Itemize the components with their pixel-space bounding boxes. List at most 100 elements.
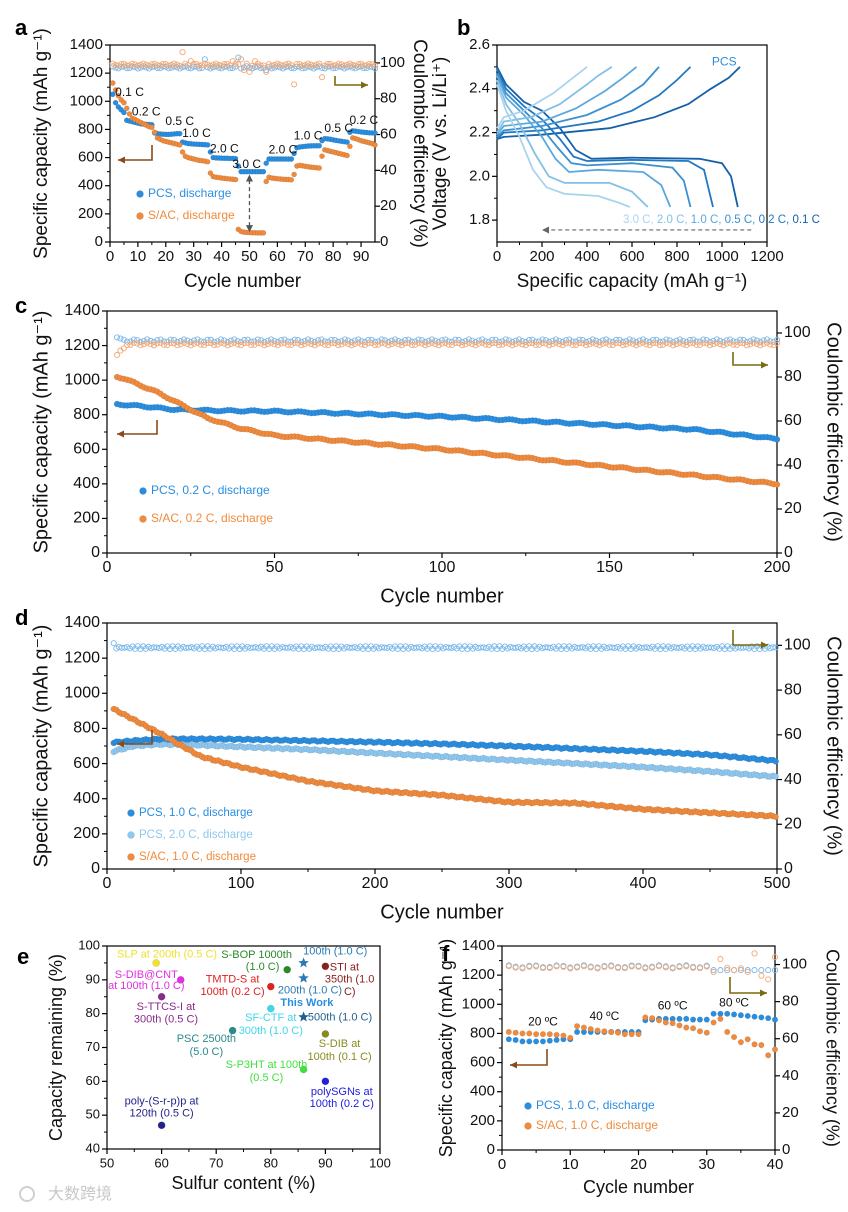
discharge-curve [496, 68, 714, 208]
y-tick-label: 600 [73, 441, 100, 458]
ce-point [676, 339, 683, 346]
ce-point [751, 967, 758, 974]
arrow-head-icon [760, 989, 767, 997]
ce-point [656, 341, 663, 349]
ce-point [381, 340, 389, 347]
ce-point [201, 60, 208, 67]
ce-point [552, 336, 559, 343]
ce-point [616, 340, 623, 347]
data-point [642, 1014, 649, 1021]
ce-point [385, 338, 392, 346]
ce-point [733, 341, 740, 349]
ce-point [358, 341, 365, 348]
y2-tick-label: 0 [380, 233, 388, 250]
ce-point [260, 62, 267, 69]
ce-point [395, 341, 402, 348]
ce-point [398, 342, 405, 349]
panel-b: b 0 200 400 600 800 1000 1200 1.8 2.0 2.2 2.4 2.6 Spe… [430, 15, 820, 292]
ce-point [268, 339, 275, 346]
legend-item: S/AC, 1.0 C, discharge [524, 1118, 658, 1132]
ce-point [532, 338, 539, 345]
ce-point [234, 338, 241, 345]
ce-point [299, 62, 306, 69]
ce-point [710, 967, 717, 974]
ce-point [552, 339, 559, 346]
ce-axis-arrow [732, 352, 768, 366]
ce-point [606, 341, 613, 348]
ce-point [366, 60, 373, 67]
data-point [567, 1034, 574, 1041]
ce-point [415, 336, 422, 343]
ce-point [412, 341, 419, 348]
ce-point [556, 337, 563, 344]
ce-point [526, 963, 533, 970]
data-point [204, 142, 211, 148]
ce-point [769, 644, 777, 651]
ce-point [197, 338, 204, 345]
ce-point [268, 62, 275, 69]
ce-point [224, 338, 231, 346]
ce-point [583, 342, 590, 349]
ce-point [594, 965, 601, 972]
ce-point [686, 340, 693, 347]
ce-point [375, 338, 382, 345]
y2-tick-label: 20 [782, 1104, 799, 1121]
ce-point [771, 954, 779, 961]
ce-point [140, 337, 147, 344]
panel-letter: f [442, 941, 450, 966]
ce-point [185, 62, 192, 69]
ce-point [147, 341, 154, 348]
ce-point [562, 340, 570, 347]
y2-tick-label: 20 [784, 815, 802, 832]
ce-point [465, 339, 472, 346]
x-tick-label: 150 [596, 559, 623, 576]
data-point [232, 155, 239, 162]
y2-tick-label: 100 [784, 324, 811, 341]
ce-point [519, 338, 526, 345]
point-label: poly-(S-r-p)p at [125, 1096, 199, 1108]
series [113, 373, 781, 488]
ce-point [462, 338, 469, 345]
data-point [771, 1016, 779, 1023]
ce-point [623, 341, 630, 348]
ce-point [737, 339, 744, 347]
capacity-axis-arrow [117, 730, 153, 745]
discharge-curve [496, 75, 672, 208]
legend-label: S/AC, discharge [148, 208, 235, 222]
ce-point [271, 341, 278, 348]
ce-point [124, 338, 131, 345]
ce-point [706, 342, 714, 349]
ce-point [291, 336, 298, 343]
ce-point [238, 56, 245, 63]
x-axis-title: Cycle number [380, 585, 504, 607]
data-point [696, 1016, 703, 1023]
ce-point [572, 338, 580, 345]
plot-frame [496, 44, 768, 243]
ce-point [174, 342, 181, 349]
capacity-axis-arrow [118, 145, 153, 161]
ce-point [321, 341, 328, 348]
data-point [724, 1010, 731, 1017]
ce-point [279, 62, 286, 69]
ce-point [348, 342, 355, 349]
ce-point [614, 964, 622, 972]
charge-curve [496, 66, 588, 129]
ce-point [744, 967, 751, 974]
rate-label: 0.5 C, [725, 214, 759, 226]
ce-point [765, 967, 772, 974]
point-label: S-BOP 1000th [221, 949, 292, 961]
ce-point [609, 341, 616, 349]
panel-letter: e [17, 944, 29, 969]
y-tick-label: 1200 [70, 64, 103, 81]
data-point [151, 129, 158, 136]
data-point [533, 1038, 540, 1045]
rate-label: 1.0 C, [691, 214, 725, 226]
ce-point [767, 338, 774, 345]
data-point [263, 160, 270, 167]
data-point [765, 1052, 772, 1059]
ce-point [579, 340, 586, 347]
ce-point [190, 60, 197, 68]
ce-point [257, 62, 264, 69]
ce-point [502, 339, 509, 346]
